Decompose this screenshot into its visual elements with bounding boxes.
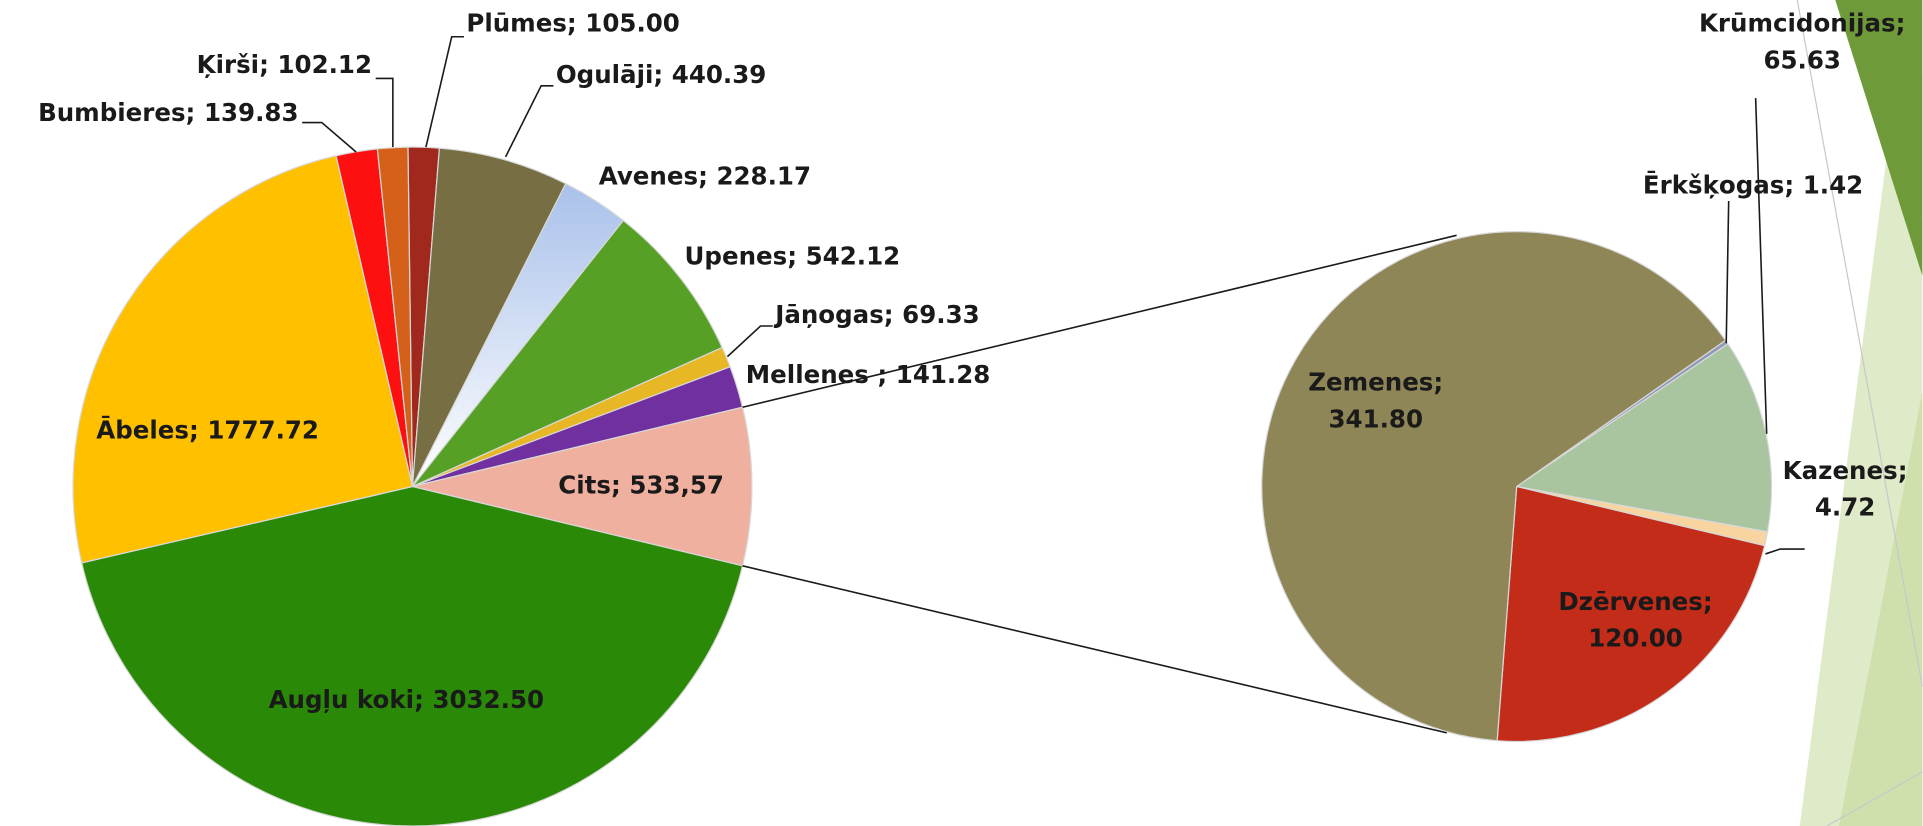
value-label: 341.80 (1328, 404, 1423, 433)
data-label: Ogulāji; 440.39 (556, 60, 766, 89)
label-separator: ; (698, 162, 708, 191)
label-separator: ; (1784, 170, 1794, 199)
data-label: Zemenes; 341.80 (1308, 368, 1443, 434)
data-label: Bumbieres; 139.83 (38, 98, 298, 127)
value-label: 105.00 (585, 9, 680, 38)
value-label: 4.72 (1815, 493, 1875, 522)
category-name: Zemenes (1308, 368, 1433, 397)
label-separator: ; (611, 471, 621, 500)
label-separator: ; (653, 60, 663, 89)
pie-slice (72, 155, 414, 564)
label-separator: ; (884, 300, 894, 329)
label-separator: ; (186, 98, 196, 127)
data-label: Dzērvenes; 120.00 (1558, 587, 1712, 653)
category-name: Kazenes (1783, 456, 1898, 485)
pie-slice (1261, 231, 1727, 742)
data-label: Avenes; 228.17 (599, 162, 811, 191)
value-label: 440.39 (672, 60, 767, 89)
pie-slice (1515, 342, 1773, 533)
value-label: 102.12 (277, 50, 372, 79)
category-name: Ķirši (197, 50, 259, 79)
leader-line (302, 121, 357, 153)
data-label: Ērkšķogas; 1.42 (1643, 170, 1863, 199)
leader-line (375, 77, 394, 148)
theme-decoration (1796, 0, 1923, 826)
label-separator: ; (877, 360, 887, 389)
value-label: 1777.72 (207, 415, 319, 444)
category-name: Plūmes (466, 9, 567, 38)
leader-line (726, 325, 773, 358)
category-name: Krūmcidonijas (1699, 9, 1896, 38)
plot: Plūmes; 105.00 Ogulāji; 440.39 Avenes; 228.17… (38, 9, 1908, 826)
value-label: 141.28 (896, 360, 991, 389)
label-separator: ; (567, 9, 577, 38)
category-name: Ābeles (96, 415, 189, 444)
value-label: 3032.50 (432, 685, 544, 714)
leader-line (1754, 98, 1768, 434)
value-label: 1.42 (1803, 170, 1863, 199)
category-name: Cits (558, 471, 611, 500)
data-label: Plūmes; 105.00 (466, 9, 679, 38)
pie-slice (411, 219, 723, 488)
value-label: 69.33 (902, 300, 980, 329)
label-separator: ; (1898, 456, 1908, 485)
value-label: 542.12 (806, 241, 901, 270)
pie-slice (411, 147, 567, 487)
leader-line (1765, 548, 1805, 555)
category-name: Upenes (685, 241, 788, 270)
category-name: Avenes (599, 162, 698, 191)
data-label: Krūmcidonijas; 65.63 (1699, 9, 1906, 75)
value-label: 139.83 (204, 98, 299, 127)
leader-line (1725, 200, 1730, 344)
connector-line (742, 565, 1447, 734)
data-label: Cits; 533,57 (558, 471, 724, 500)
pie-slice (1496, 485, 1766, 742)
label-separator: ; (787, 241, 797, 270)
category-name: Mellenes (746, 360, 878, 389)
data-label: Jāņogas; 69.33 (773, 300, 979, 329)
label-separator: ; (1703, 587, 1713, 616)
data-label: Kazenes; 4.72 (1783, 456, 1908, 522)
leader-line (425, 35, 464, 148)
value-label: 228.17 (716, 162, 811, 191)
value-label: 65.63 (1763, 45, 1841, 74)
data-label: Ķirši; 102.12 (197, 50, 372, 79)
value-label: 533,57 (629, 471, 724, 500)
label-separator: ; (1896, 9, 1906, 38)
pie-slice (412, 406, 753, 567)
label-separator: ; (414, 685, 424, 714)
pie-slice (376, 146, 414, 487)
leader-line (504, 84, 554, 158)
category-name: Jāņogas (773, 300, 884, 329)
category-name: Ērkšķogas (1643, 170, 1784, 199)
category-name: Dzērvenes (1558, 587, 1703, 616)
category-name: Augļu koki (269, 685, 414, 714)
data-label: Mellenes ; 141.28 (746, 360, 991, 389)
connector-line (742, 234, 1457, 409)
category-name: Ogulāji (556, 60, 654, 89)
label-separator: ; (189, 415, 199, 444)
label-separator: ; (259, 50, 269, 79)
value-label: 120.00 (1588, 624, 1683, 653)
category-name: Bumbieres (38, 98, 185, 127)
data-label: Augļu koki; 3032.50 (269, 685, 544, 714)
data-label: Ābeles; 1777.72 (96, 415, 319, 444)
data-label: Upenes; 542.12 (685, 241, 901, 270)
label-separator: ; (1433, 368, 1443, 397)
